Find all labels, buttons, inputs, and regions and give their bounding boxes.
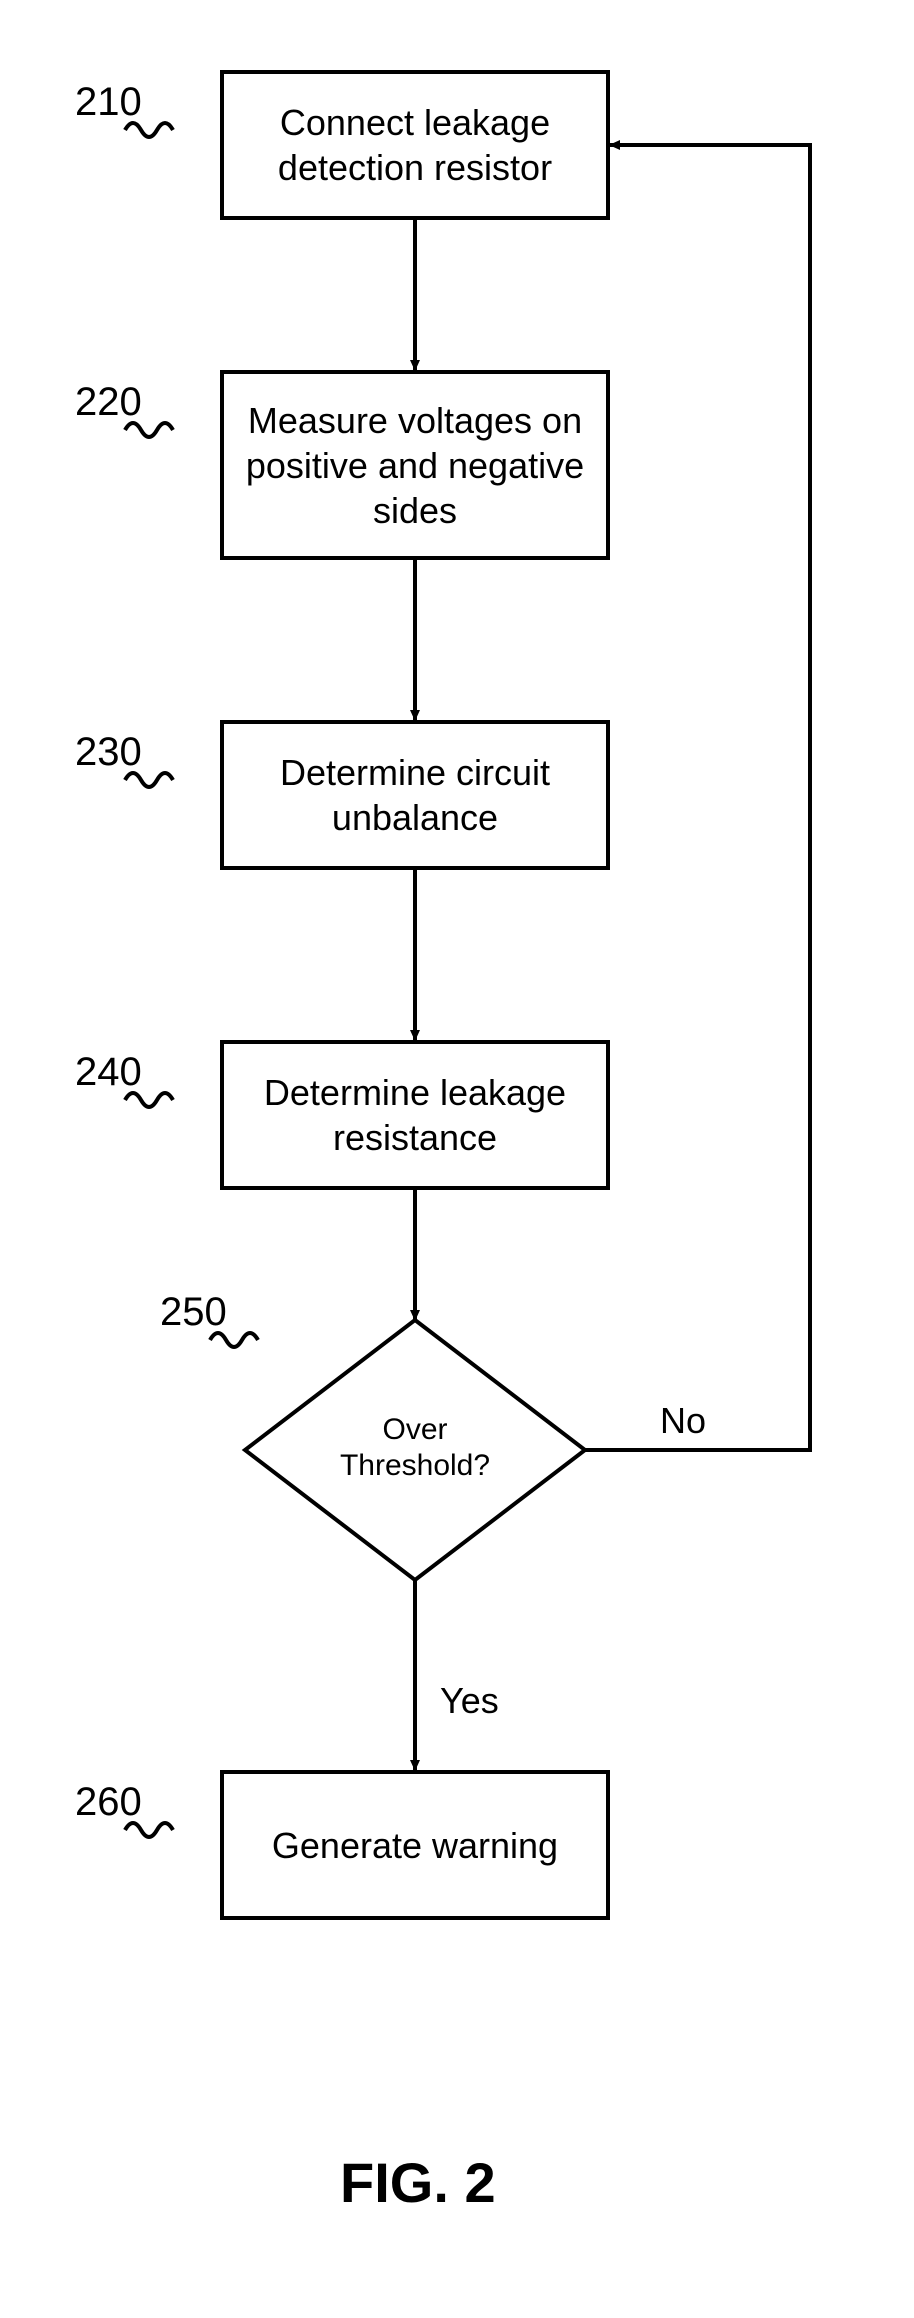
- step-240-text: Determine leakage resistance: [234, 1070, 596, 1160]
- step-220-box: Measure voltages on positive and negativ…: [220, 370, 610, 560]
- edge-yes-label: Yes: [440, 1680, 499, 1722]
- ref-220-label: 220: [75, 380, 142, 425]
- ref-210-label: 210: [75, 80, 142, 125]
- step-260-box: Generate warning: [220, 1770, 610, 1920]
- edge-no-label: No: [660, 1400, 706, 1442]
- step-240-box: Determine leakage resistance: [220, 1040, 610, 1190]
- step-210-text: Connect leakage detection resistor: [234, 100, 596, 190]
- step-230-box: Determine circuit unbalance: [220, 720, 610, 870]
- step-260-text: Generate warning: [272, 1823, 558, 1868]
- ref-240-label: 240: [75, 1050, 142, 1095]
- decision-250-text: Over Threshold?: [315, 1412, 515, 1484]
- figure-caption: FIG. 2: [340, 2150, 496, 2215]
- step-230-text: Determine circuit unbalance: [234, 750, 596, 840]
- step-220-text: Measure voltages on positive and negativ…: [234, 398, 596, 533]
- ref-250-label: 250: [160, 1290, 227, 1335]
- ref-260-label: 260: [75, 1780, 142, 1825]
- ref-230-label: 230: [75, 730, 142, 775]
- step-210-box: Connect leakage detection resistor: [220, 70, 610, 220]
- flowchart-canvas: Connect leakage detection resistor Measu…: [0, 0, 914, 2318]
